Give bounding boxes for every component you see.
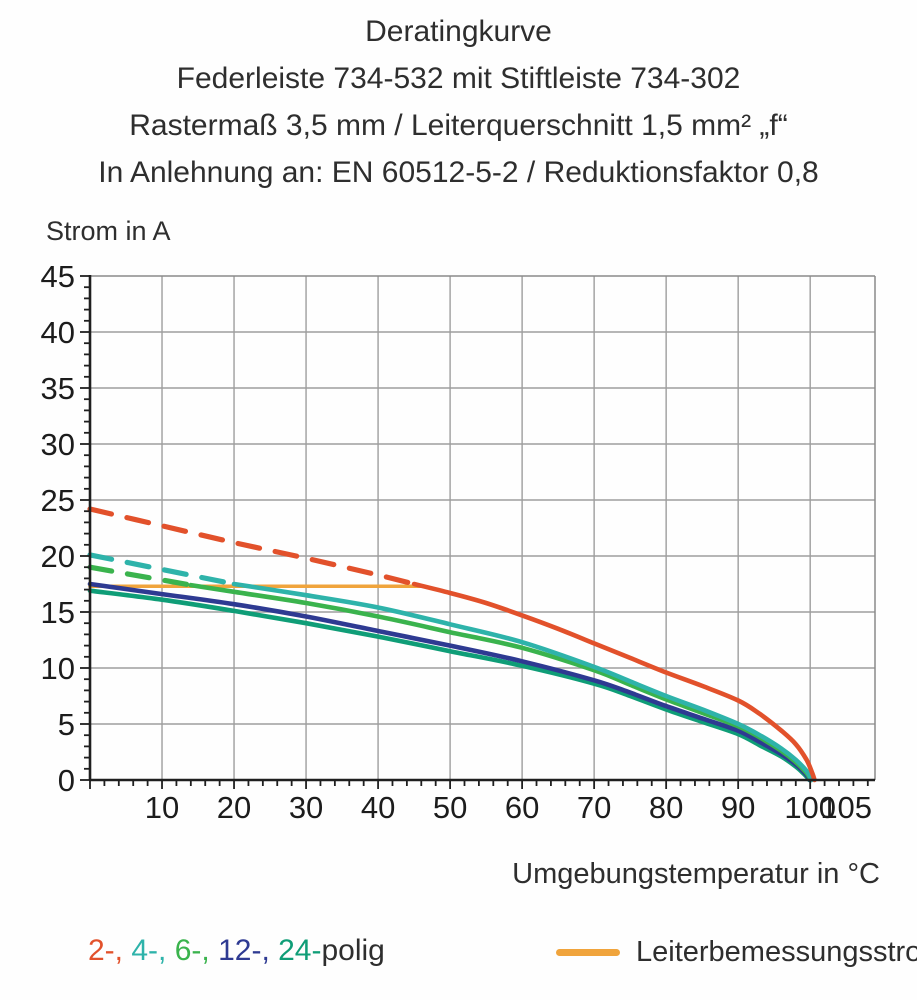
legend-pole-label: 2-, (88, 934, 132, 967)
axes (88, 275, 875, 782)
curve-4-polig-solid (231, 581, 814, 783)
legend-pole-label: 24- (278, 934, 322, 967)
x-tick-label: 50 (433, 790, 467, 825)
legend-pole-suffix: polig (321, 934, 385, 967)
legend-pole-label: 6-, (174, 934, 219, 967)
x-tick-label: 20 (217, 790, 251, 825)
legend-conductor: Leiterbemessungsstrom (556, 930, 917, 974)
y-tick-label: 5 (58, 707, 75, 742)
x-tick-label: 105 (820, 790, 872, 825)
x-tick-label: 100 (784, 790, 836, 825)
x-tick-label: 90 (721, 790, 755, 825)
plot-frame (90, 275, 876, 780)
x-tick-label: 70 (577, 790, 611, 825)
curve-6-polig-dashed (87, 564, 194, 588)
conductor-line-swatch (556, 948, 620, 956)
x-tick-label: 10 (145, 790, 179, 825)
x-tick-label: 40 (361, 790, 395, 825)
x-tick-label: 30 (289, 790, 323, 825)
y-tick-label: 10 (41, 651, 75, 686)
y-tick-label: 0 (58, 763, 75, 798)
curve-2-polig-solid (411, 581, 817, 783)
chart-subtitle-norm: In Anlehnung an: EN 60512-5-2 / Reduktio… (98, 156, 819, 189)
y-tick-label: 15 (41, 595, 75, 630)
gridlines (90, 276, 875, 780)
y-axis-title: Strom in A (46, 216, 171, 246)
x-tick-label: 80 (649, 790, 683, 825)
legend-pole-label: 4-, (131, 934, 175, 967)
chart-subtitle-spec: Rastermaß 3,5 mm / Leiterquerschnitt 1,5… (129, 109, 788, 142)
y-tick-labels: 0 5 10 15 20 25 30 35 40 45 (41, 259, 75, 798)
tick-marks (80, 275, 869, 789)
x-axis-title: Umgebungstemperatur in °C (512, 858, 880, 890)
series-curves (87, 506, 817, 783)
y-tick-label: 35 (41, 371, 75, 406)
y-tick-label: 20 (41, 539, 75, 574)
legend-pole-counts: 2-, 4-, 6-, 12-, 24-polig (88, 934, 385, 968)
x-tick-label: 60 (505, 790, 539, 825)
curve-12-polig-solid (87, 581, 813, 783)
chart-title-block: Deratingkurve Federleiste 734-532 mit St… (0, 8, 917, 196)
conductor-label: Leiterbemessungsstrom (636, 935, 917, 968)
chart-subtitle-parts: Federleiste 734-532 mit Stiftleiste 734-… (176, 62, 741, 95)
chart-title: Deratingkurve (365, 15, 552, 48)
y-tick-label: 25 (41, 483, 75, 518)
y-tick-label: 45 (41, 259, 75, 294)
curve-4-polig-dashed (87, 552, 237, 587)
curve-2-polig-dashed (87, 506, 417, 587)
legend-pole-label: 12-, (218, 934, 279, 967)
y-tick-label: 40 (41, 315, 75, 350)
y-tick-label: 30 (41, 427, 75, 462)
